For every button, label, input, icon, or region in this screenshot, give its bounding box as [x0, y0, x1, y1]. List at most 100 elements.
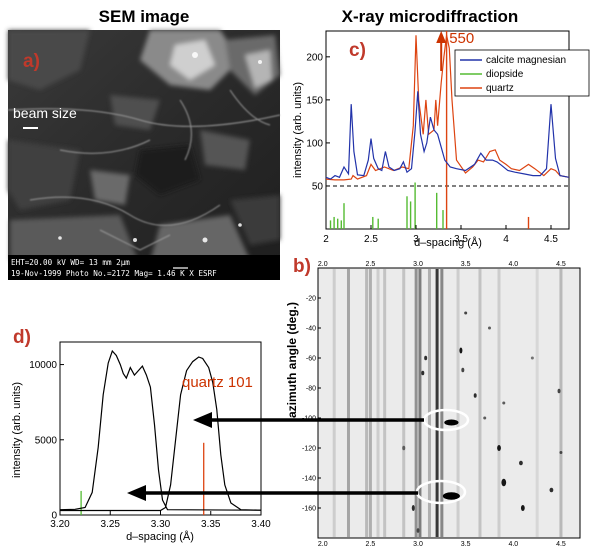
xray-header: X-ray microdiffraction — [342, 7, 519, 26]
diffraction-spot-0 — [444, 419, 459, 426]
chart-c-xtick-0: 2 — [323, 234, 329, 245]
chart-b-xtick-bottom-4: 4.0 — [508, 541, 518, 547]
diffraction-ring-6 — [402, 269, 406, 537]
diffraction-ring-4 — [376, 269, 380, 537]
sem-highlights — [58, 52, 262, 243]
legend-entry-diopside: diopside — [486, 69, 524, 80]
chart-d-ytick-0: 0 — [51, 511, 57, 522]
chart-c-ytick-3: 200 — [306, 52, 323, 63]
chart-b-ytick-2: -60 — [306, 356, 316, 363]
chart-d: 3.20 3.25 3.30 3.35 3.40 0 5000 10000 d) quart… — [11, 327, 271, 543]
diffraction-ring-7 — [414, 269, 418, 537]
sem-info-line2: 19-Nov-1999 Photo No.=2172 Mag= 1.46 K X… — [11, 269, 217, 278]
diffraction-spot-3 — [461, 367, 465, 373]
diffraction-ring-1 — [346, 269, 350, 537]
diffraction-spot-16 — [416, 528, 420, 533]
chart-b-xtick-top-4: 4.0 — [508, 261, 518, 268]
chart-b-xtick-top-0: 2.0 — [318, 261, 328, 268]
chart-b-ytick-1: -40 — [306, 326, 316, 333]
chart-d-xlabel: d–spacing (Å) — [126, 530, 194, 543]
chart-d-xtick-3: 3.35 — [201, 519, 221, 530]
diffraction-spot-13 — [421, 370, 425, 376]
chart-d-ylabel: intensity (arb. units) — [11, 382, 23, 478]
chart-c-xtick-2: 3 — [413, 234, 419, 245]
diffraction-ring-9 — [427, 269, 431, 537]
chart-c-xtick-4: 4 — [503, 234, 509, 245]
chart-b-xtick-bottom-3: 3.5 — [461, 541, 471, 547]
diffraction-spot-17 — [502, 401, 506, 405]
diffraction-ring-12 — [456, 269, 460, 537]
chart-c-ytick-1: 100 — [306, 138, 323, 149]
quartz-line — [325, 35, 570, 181]
diffraction-spot-9 — [520, 505, 525, 511]
chart-d-ytick-1: 5000 — [35, 435, 58, 446]
chart-c-ylabel: intensity (arb. units) — [292, 82, 304, 178]
connector-arrowhead-upper — [193, 412, 212, 428]
diffraction-spot-2 — [459, 347, 463, 354]
chart-b-ytick-0: -20 — [306, 296, 316, 303]
chart-b-xtick-top-5: 4.5 — [556, 261, 566, 268]
diffraction-ring-15 — [535, 269, 539, 537]
sem-info-bar — [8, 255, 280, 280]
panel-label-a: a) — [23, 51, 40, 72]
legend-entry-quartz: quartz — [486, 83, 514, 94]
diffraction-spot-7 — [501, 478, 507, 487]
chart-b-xtick-top-3: 3.5 — [461, 261, 471, 268]
chart-b-ytick-6: -140 — [302, 476, 316, 483]
chart-c-xtick-1: 2.5 — [364, 234, 378, 245]
chart-c-ytick-2: 150 — [306, 95, 323, 106]
diffraction-ring-0 — [332, 269, 336, 537]
diffraction-spot-14 — [424, 355, 428, 361]
chart-c-annotation-label: 550 — [449, 30, 474, 47]
diffraction-ring-11 — [440, 269, 444, 537]
chart-b-ytick-5: -120 — [302, 446, 316, 453]
diffraction-ring-14 — [497, 269, 501, 537]
chart-b-xtick-bottom-0: 2.0 — [318, 541, 328, 547]
chart-c-xlabel: d–spacing (Å) — [414, 236, 482, 249]
chart-b-xtick-bottom-1: 2.5 — [366, 541, 376, 547]
chart-d-xtick-4: 3.40 — [251, 519, 271, 530]
chart-d-annotation-label: quartz 101 — [182, 374, 253, 391]
diffraction-ring-10 — [435, 269, 439, 537]
diffraction-spot-11 — [557, 388, 561, 394]
sem-cracks — [7, 89, 281, 251]
diffraction-ring-5 — [383, 269, 387, 537]
chart-c-ytick-0: 50 — [312, 181, 324, 192]
diffraction-ring-2 — [365, 269, 369, 537]
chart-b-ytick-7: -160 — [302, 506, 316, 513]
chart-d-xtick-0: 3.20 — [50, 519, 70, 530]
diffraction-ring-8 — [418, 269, 422, 537]
chart-d-xtick-1: 3.25 — [101, 519, 121, 530]
diffraction-ring-3 — [368, 269, 372, 537]
chart-c-xtick-3: 3.5 — [454, 234, 468, 245]
sem-texture — [8, 30, 280, 268]
diffraction-ring-13 — [478, 269, 482, 537]
diffraction-spot-4 — [464, 311, 468, 315]
diffraction-spot-19 — [402, 445, 406, 451]
chart-b-ylabel: azimuth angle (deg.) — [285, 302, 299, 418]
chart-d-xtick-2: 3.30 — [151, 519, 171, 530]
connector-arrows — [127, 412, 424, 501]
chart-b: 2.0 2.5 3.0 3.5 4.0 4.5 2.0 2.5 3.0 3.5 4.0 4.5 -2… — [285, 256, 581, 547]
diffraction-spot-10 — [549, 487, 554, 493]
diffraction-spot-20 — [483, 416, 487, 420]
chart-b-xtick-top-1: 2.5 — [366, 261, 376, 268]
chart-c-xtick-5: 4.5 — [544, 234, 558, 245]
panel-label-d: d) — [13, 327, 31, 348]
chart-d-ytick-2: 10000 — [29, 360, 57, 371]
chart-d-profile-0 — [59, 349, 262, 511]
chart-b-xtick-bottom-5: 4.5 — [556, 541, 566, 547]
beam-size-label: beam size — [13, 105, 77, 121]
sem-info-line1: EHT=20.00 kV WD= 13 mm 2μm — [11, 258, 130, 267]
chart-c: 2 2.5 3 3.5 4 4.5 50 100 150 200 550 c) d–spacin… — [292, 30, 590, 249]
diffraction-spot-5 — [473, 393, 477, 398]
chart-b-ytick-3: -80 — [306, 386, 316, 393]
panel-label-c: c) — [349, 40, 366, 61]
diffraction-spot-15 — [411, 505, 415, 511]
chart-c-annotation-arrowhead — [436, 31, 447, 43]
connector-arrowhead-lower — [127, 485, 146, 501]
diffraction-spot-18 — [487, 326, 491, 330]
chart-b-xtick-bottom-2: 3.0 — [413, 541, 423, 547]
chart-d-profile-1 — [60, 356, 262, 512]
